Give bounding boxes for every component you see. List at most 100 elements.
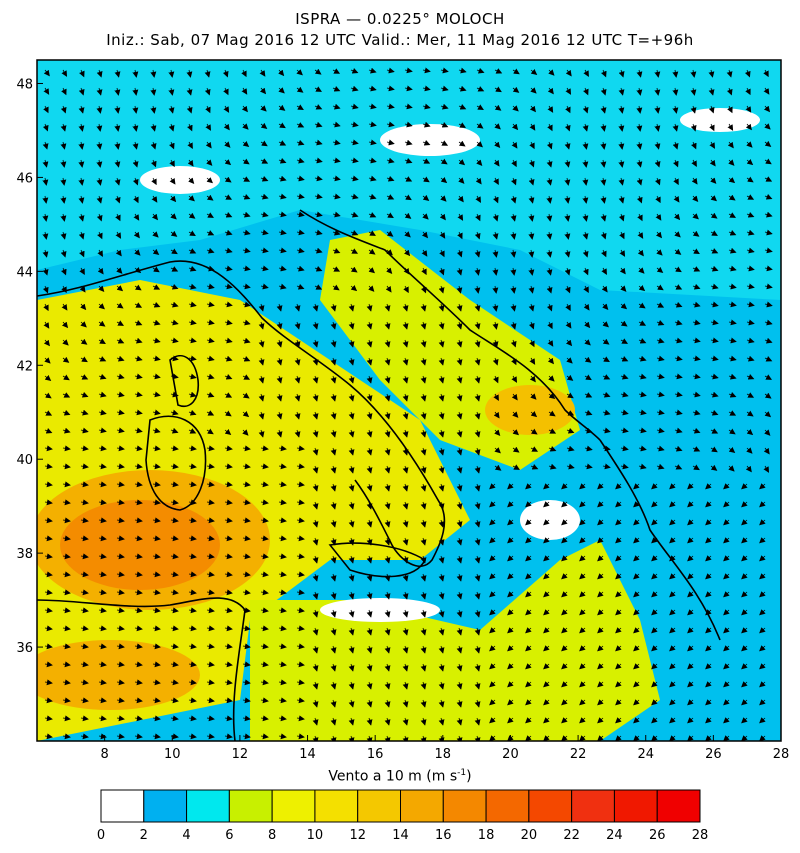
wind-arrow [206, 177, 213, 184]
wind-arrow [386, 194, 395, 200]
lat-tick-label: 48 [16, 77, 33, 92]
wind-arrow [80, 374, 89, 380]
wind-arrow [332, 193, 341, 200]
wind-arrow [458, 104, 467, 110]
wind-arrow [276, 357, 283, 366]
wind-arrow [42, 249, 49, 258]
wind-arrow [242, 301, 251, 308]
wind-arrow [528, 213, 535, 222]
wind-arrow [654, 69, 661, 78]
wind-arrow [547, 321, 553, 330]
wind-arrow [494, 141, 501, 149]
lon-tick-label: 8 [100, 747, 108, 762]
wind-arrow [314, 157, 323, 164]
wind-arrow [655, 231, 663, 239]
wind-arrow [692, 283, 701, 290]
wind-arrow [582, 249, 589, 258]
wind-arrow [692, 409, 701, 416]
wind-arrow [258, 429, 265, 438]
wind-arrow [620, 409, 629, 416]
wind-arrow [332, 229, 341, 236]
wind-arrow [350, 248, 359, 254]
wind-arrow [204, 87, 211, 96]
wind-arrow [528, 303, 535, 312]
wind-arrow [350, 285, 358, 292]
wind-arrow [384, 303, 391, 312]
wind-arrow [115, 231, 122, 239]
wind-arrow [260, 265, 269, 272]
wind-arrow [278, 265, 287, 272]
wind-arrow [547, 339, 554, 347]
wind-arrow [366, 393, 373, 402]
wind-arrow [260, 211, 269, 218]
wind-arrow [582, 231, 589, 240]
wind-arrow [206, 265, 215, 272]
wind-arrow [422, 158, 431, 164]
wind-arrow [510, 339, 517, 348]
wind-arrow [368, 248, 376, 255]
wind-arrow [44, 392, 52, 399]
wind-arrow [61, 69, 68, 77]
wind-arrow [440, 158, 448, 165]
wind-arrow [511, 393, 518, 401]
wind-arrow [636, 123, 643, 132]
wind-arrow [584, 321, 591, 329]
wind-arrow [564, 285, 571, 294]
colorbar-tick-label: 20 [521, 828, 538, 843]
wind-arrow [746, 319, 755, 326]
wind-arrow [458, 159, 466, 166]
wind-arrow [690, 69, 697, 78]
lon-tick-label: 10 [164, 747, 181, 762]
wind-arrow [368, 193, 377, 200]
wind-arrow [763, 69, 769, 78]
wind-arrow [422, 194, 430, 201]
wind-arrow [260, 122, 268, 129]
wind-arrow [80, 356, 88, 363]
wind-arrow [619, 267, 626, 275]
wind-arrow [278, 157, 287, 164]
wind-arrow [62, 374, 70, 381]
wind-arrow [116, 267, 123, 274]
wind-arrow [278, 229, 287, 236]
wind-arrow [656, 319, 665, 326]
wind-arrow [583, 69, 589, 77]
wind-arrow [205, 141, 212, 149]
wind-arrow [60, 249, 67, 258]
wind-arrow [80, 409, 89, 416]
wind-arrow [404, 139, 413, 146]
wind-arrow [709, 123, 715, 132]
wind-arrow [278, 211, 287, 218]
wind-arrow [510, 303, 517, 312]
wind-arrow [728, 265, 737, 272]
wind-arrow [188, 265, 197, 272]
wind-arrow [672, 159, 679, 168]
wind-arrow [60, 231, 67, 240]
wind-arrow [242, 392, 250, 399]
wind-arrow [78, 195, 85, 204]
wind-arrow [206, 410, 215, 416]
wind-arrow [602, 374, 611, 380]
wind-arrow [510, 213, 517, 222]
wind-arrow [296, 265, 305, 272]
wind-arrow [566, 374, 574, 381]
wind-arrow [546, 195, 553, 204]
wind-arrow [582, 105, 589, 114]
wind-arrow [600, 105, 607, 114]
wind-arrow [548, 410, 556, 417]
wind-arrow [546, 141, 553, 150]
wind-arrow [672, 105, 679, 114]
wind-arrow [402, 393, 409, 402]
wind-arrow [564, 195, 571, 204]
wind-arrow [206, 247, 215, 254]
wind-arrow [710, 301, 719, 308]
wind-arrow [79, 69, 85, 78]
wind-arrow [511, 357, 517, 366]
wind-arrow [528, 321, 535, 330]
wind-arrow [62, 427, 71, 434]
wind-arrow [259, 69, 266, 77]
wind-arrow [493, 159, 500, 167]
wind-arrow [170, 391, 179, 398]
wind-arrow [152, 337, 161, 344]
wind-arrow [368, 85, 377, 92]
colorbar-segment [485, 789, 530, 823]
